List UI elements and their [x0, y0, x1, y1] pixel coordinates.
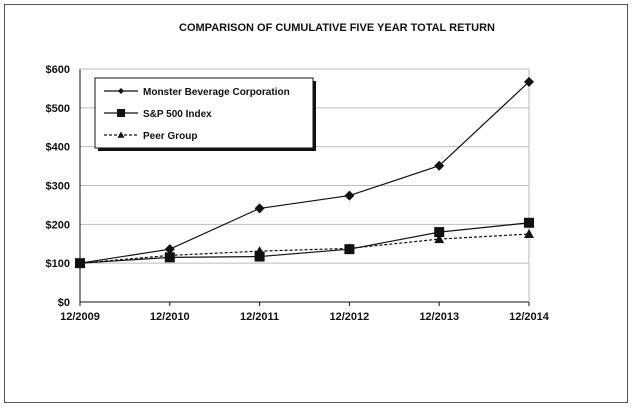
data-point-monster-beverage-corporation [434, 160, 445, 171]
x-tick-label: 12/2010 [150, 311, 190, 323]
series-line-peer-group [79, 233, 530, 264]
data-point-peer-group [75, 258, 85, 268]
data-point-s-p-500-index [524, 217, 534, 228]
x-tick-label: 12/2012 [330, 311, 370, 323]
y-tick-label: $400 [46, 142, 70, 154]
data-point-peer-group [524, 229, 534, 239]
y-tick-label: $600 [46, 64, 70, 76]
data-point-monster-beverage-corporation [344, 190, 355, 201]
y-tick-label: $300 [46, 181, 70, 193]
y-tick-label: $0 [58, 297, 70, 309]
legend-label: Peer Group [143, 131, 197, 142]
chart-title: COMPARISON OF CUMULATIVE FIVE YEAR TOTAL… [179, 22, 495, 34]
legend: Monster Beverage Corporation S&P 500 Inde… [94, 77, 316, 151]
data-point-s-p-500-index [434, 227, 445, 238]
x-tick-label: 12/2009 [60, 311, 100, 323]
data-point-peer-group [434, 234, 445, 244]
data-point-s-p-500-index [254, 251, 265, 262]
series-line-s-p-500-index [79, 222, 530, 264]
data-point-peer-group [344, 243, 355, 253]
x-tick-label: 12/2014 [509, 311, 550, 323]
legend-label: S&P 500 Index [143, 109, 212, 120]
chart-frame [4, 4, 628, 403]
y-tick-label: $100 [46, 258, 70, 270]
legend-label: Monster Beverage Corporation [143, 87, 290, 98]
data-point-peer-group [164, 250, 175, 260]
x-tick-label: 12/2013 [419, 311, 459, 323]
series-line-monster-beverage-corporation [79, 81, 530, 264]
legend-marker-s-p-500-index [117, 109, 125, 117]
data-point-monster-beverage-corporation [254, 203, 265, 214]
data-point-peer-group [254, 246, 265, 256]
data-point-monster-beverage-corporation [164, 244, 175, 255]
legend-marker-peer-group [117, 131, 125, 138]
y-tick-label: $500 [46, 103, 70, 115]
x-tick-label: 12/2011 [240, 311, 279, 323]
legend-marker-monster-beverage-corporation [118, 88, 124, 94]
data-point-monster-beverage-corporation [524, 76, 534, 87]
y-tick-label: $200 [46, 219, 70, 231]
